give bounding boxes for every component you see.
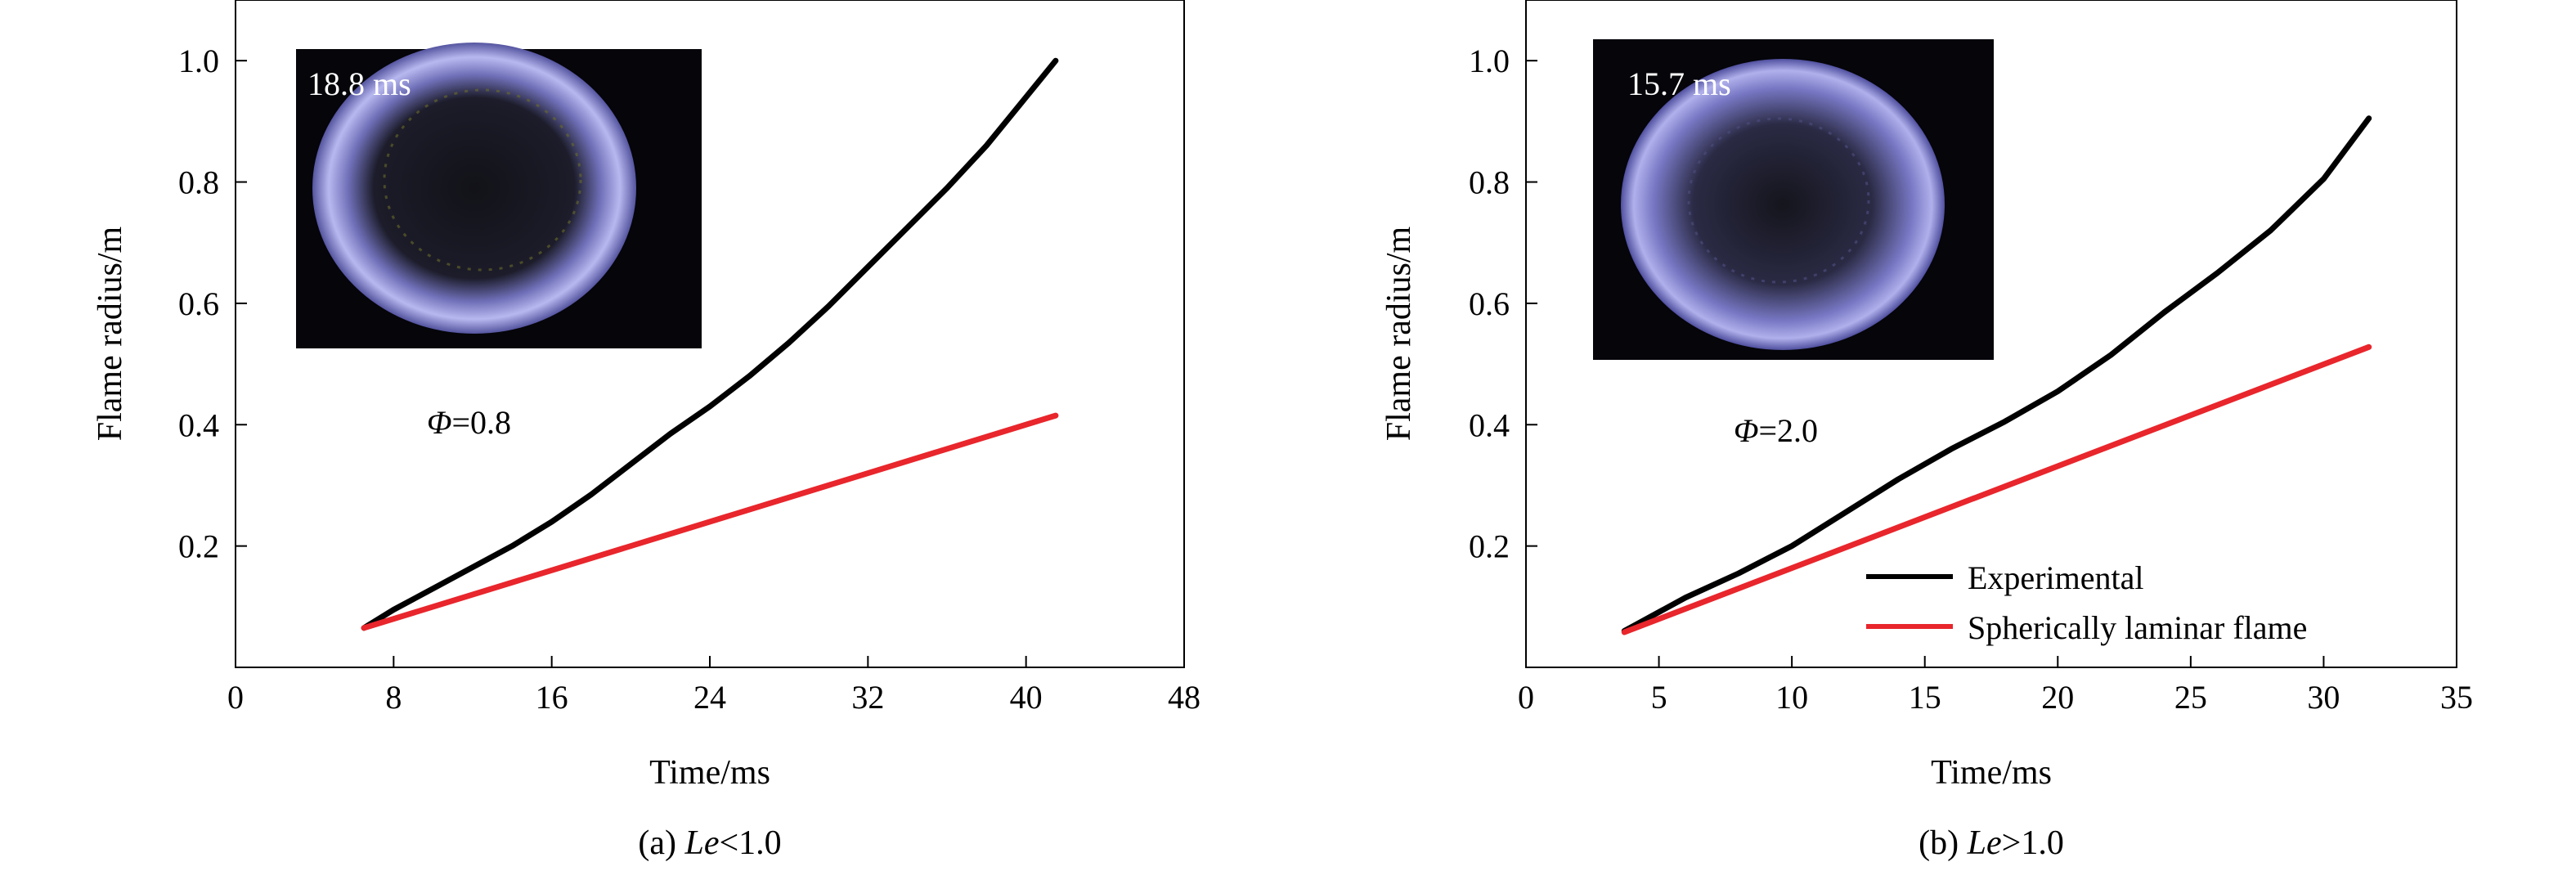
y-tick-label-a: 0.4 [178,406,219,443]
panel-a: 18.8 ms Φ=0.8 0 8 16 24 32 40 48 0.2 0.4 0.6 0.8 1.… [92,0,1200,862]
x-tick-label-b: 5 [1651,679,1667,716]
caption-prefix-b: (b) [1919,824,1967,862]
y-axis-label-a: Flame radius/m [92,226,129,441]
y-tick-label-b: 1.0 [1469,43,1510,79]
x-tick-label-b: 35 [2440,679,2473,716]
caption-suffix-a: <1.0 [719,824,781,862]
x-tick-label-b: 10 [1775,679,1808,716]
y-tick-label-b: 0.8 [1469,164,1510,201]
x-axis-label-a: Time/ms [649,754,770,792]
x-axis-label-b: Time/ms [1931,754,2052,792]
flame-inset-image-b [1593,39,1994,360]
x-tick-label-a: 32 [851,679,884,716]
ticks-b: 0 5 10 15 20 25 30 35 0.2 0.4 0.6 0.8 1.0 [1469,43,2473,716]
phi-annotation-b: Φ=2.0 [1734,412,1818,449]
x-tick-label-b: 0 [1518,679,1534,716]
phi-annotation-a: Φ=0.8 [427,404,511,441]
panel-b: 15.7 ms Φ=2.0 0 5 10 15 20 25 30 35 0.2 0.4 0.6 0.8… [1380,0,2473,862]
y-tick-label-a: 0.2 [178,528,219,565]
phi-value-b: =2.0 [1758,412,1818,449]
legend-label-laminar: Spherically laminar flame [1968,609,2307,646]
legend: Experimental Spherically laminar flame [1866,559,2307,646]
experimental-line-b [1621,115,2372,634]
y-tick-label-a: 0.8 [178,164,219,201]
legend-label-experimental: Experimental [1968,559,2143,596]
y-tick-label-a: 0.6 [178,285,219,322]
y-tick-label-b: 0.6 [1469,285,1510,322]
x-tick-label-a: 8 [385,679,402,716]
caption-a: (a) Le<1.0 [638,824,781,862]
x-tick-label-b: 30 [2307,679,2340,716]
inset-time-label-a: 18.8 ms [307,65,411,102]
x-tick-label-a: 16 [536,679,568,716]
caption-var-a: Le [684,824,719,862]
experimental-line-a [361,57,1059,631]
y-tick-label-b: 0.2 [1469,528,1510,565]
phi-value-a: =0.8 [451,404,511,441]
ticks-a: 0 8 16 24 32 40 48 0.2 0.4 0.6 0.8 1.0 [178,43,1200,716]
caption-prefix-a: (a) [638,824,684,862]
x-tick-label-b: 20 [2041,679,2074,716]
plot-frame-b [1525,0,2457,668]
y-axis-label-b: Flame radius/m [1380,226,1418,441]
x-tick-label-a: 24 [693,679,726,716]
flame-inset-image-a [296,43,702,348]
inset-time-label-b: 15.7 ms [1627,65,1731,102]
x-tick-label-a: 40 [1010,679,1043,716]
x-tick-label-b: 15 [1909,679,1941,716]
x-tick-label-a: 48 [1168,679,1200,716]
caption-b: (b) Le>1.0 [1919,824,2064,862]
caption-var-b: Le [1967,824,2002,862]
x-tick-label-b: 25 [2174,679,2207,716]
laminar-flame-line-a [361,412,1059,631]
lines-a [361,57,1059,631]
phi-symbol-a: Φ [427,404,451,441]
caption-suffix-b: >1.0 [2002,824,2064,862]
laminar-flame-line-b [1621,343,2372,635]
lines-b [1621,115,2372,635]
y-tick-label-a: 1.0 [178,43,219,79]
x-tick-label-a: 0 [227,679,244,716]
phi-symbol-b: Φ [1734,412,1758,449]
y-tick-label-b: 0.4 [1469,406,1510,443]
